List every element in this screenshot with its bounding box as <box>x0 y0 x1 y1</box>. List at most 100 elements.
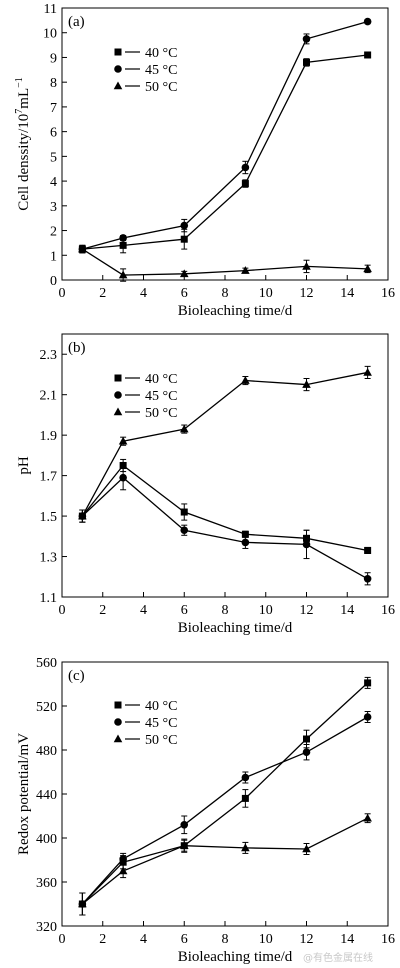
data-point <box>241 773 250 782</box>
data-point <box>241 794 249 802</box>
y-tick-label: 9 <box>50 51 57 66</box>
data-point <box>241 163 250 172</box>
data-point <box>241 843 250 852</box>
y-tick-label: 480 <box>36 744 57 759</box>
x-tick-label: 0 <box>59 286 66 301</box>
y-tick-label: 8 <box>50 76 57 91</box>
data-point <box>118 866 128 875</box>
y-tick-label: 10 <box>43 27 57 42</box>
data-point <box>364 51 372 59</box>
x-tick-label: 10 <box>259 932 273 947</box>
y-tick-label: 360 <box>36 876 57 891</box>
data-point <box>302 35 311 43</box>
series-square <box>78 676 372 916</box>
data-point <box>241 376 250 384</box>
x-tick-label: 14 <box>340 603 354 618</box>
x-tick-label: 6 <box>181 603 188 618</box>
series-line <box>81 682 369 905</box>
data-point <box>364 546 372 554</box>
legend-marker <box>114 701 122 709</box>
panel-c-redox-potential-chart: 0 2 4 6 8 10 12 14 16 320 360 400 440 480 520 560 (c) Bio… <box>16 656 395 965</box>
legend: 40 °C 45 °C 50 °C <box>113 372 177 421</box>
y-axis-label-unit: mL <box>16 88 32 109</box>
y-tick-label: 4 <box>50 175 57 190</box>
x-tick-label: 12 <box>300 286 314 301</box>
data-point <box>241 266 250 274</box>
x-axis-label: Bioleaching time/d <box>178 620 293 636</box>
data-point <box>364 679 372 687</box>
x-tick-label: 4 <box>140 932 147 947</box>
legend: 40 °C 45 °C 50 °C <box>113 46 177 95</box>
y-tick-label: 11 <box>44 2 57 17</box>
legend-entry: 45 °C <box>145 63 177 78</box>
legend-entry: 50 °C <box>145 406 177 421</box>
y-tick-label: 2.3 <box>40 348 58 363</box>
panel-b-ph-chart: 0 2 4 6 8 10 12 14 16 1.1 1.3 1.5 1.7 1.9 2.1 2.3 (b) Bio… <box>16 333 395 636</box>
y-tick-label: 520 <box>36 700 57 715</box>
data-point <box>241 538 250 547</box>
x-tick-label: 2 <box>99 603 106 618</box>
x-tick-label: 8 <box>222 286 229 301</box>
data-point <box>363 813 372 822</box>
legend-entry: 40 °C <box>145 699 177 714</box>
series-line <box>81 464 368 552</box>
series-circle <box>78 711 372 916</box>
data-point <box>363 713 372 721</box>
y-tick-label: 1.9 <box>40 429 58 444</box>
data-point <box>118 436 128 445</box>
legend-marker <box>114 65 122 73</box>
x-tick-label: 0 <box>59 603 66 618</box>
y-tick-label: 320 <box>36 920 57 935</box>
data-point <box>363 264 372 273</box>
data-point <box>78 899 87 908</box>
x-tick-label: 8 <box>222 932 229 947</box>
x-tick-label: 4 <box>140 286 147 301</box>
data-point <box>241 530 249 538</box>
legend-marker <box>114 48 122 56</box>
data-point <box>179 269 189 278</box>
series-triangle <box>78 813 372 916</box>
data-point <box>241 180 249 188</box>
plot-frame <box>61 7 389 281</box>
legend-entry: 40 °C <box>145 372 177 387</box>
x-tick-label: 8 <box>222 603 229 618</box>
y-tick-label: 6 <box>50 126 57 141</box>
data-point <box>179 841 189 849</box>
series-line <box>81 371 368 517</box>
y-axis-label-main: pH <box>16 456 32 475</box>
y-tick-label: 5 <box>50 150 57 165</box>
y-axis-label-main: Cell denssity/10 <box>16 114 32 211</box>
data-point <box>180 508 188 516</box>
y-tick-label: 1.5 <box>40 510 58 525</box>
legend-marker <box>113 81 123 90</box>
series-line <box>82 248 368 276</box>
data-point <box>363 367 372 376</box>
panel-a-cell-density-chart: 0 2 4 6 8 10 12 14 1601234567891011(a)Bioleachin… <box>14 2 395 319</box>
y-axis-label: pH <box>16 456 32 475</box>
x-tick-label: 6 <box>181 932 188 947</box>
series-line <box>81 476 368 580</box>
x-tick-label: 10 <box>259 286 273 301</box>
series-line <box>81 716 368 905</box>
data-point <box>180 821 189 829</box>
data-point <box>180 221 189 230</box>
data-point <box>180 235 188 243</box>
x-tick-label: 6 <box>181 286 188 301</box>
data-point <box>363 574 372 583</box>
x-tick-label: 2 <box>99 932 106 947</box>
data-point <box>119 855 127 863</box>
y-tick-label: 7 <box>50 101 57 116</box>
data-point <box>303 735 310 743</box>
panel-label: (c) <box>68 668 85 684</box>
series-circle <box>78 465 372 586</box>
y-tick-label: 440 <box>36 788 57 803</box>
x-tick-label: 12 <box>300 603 314 618</box>
data-point <box>363 17 372 26</box>
y-tick-label: 560 <box>36 656 57 671</box>
data-point <box>78 244 87 253</box>
x-tick-label: 10 <box>259 603 273 618</box>
panel-label: (a) <box>68 14 85 30</box>
x-axis-label: Bioleaching time/d <box>178 949 293 965</box>
data-point <box>302 844 311 853</box>
